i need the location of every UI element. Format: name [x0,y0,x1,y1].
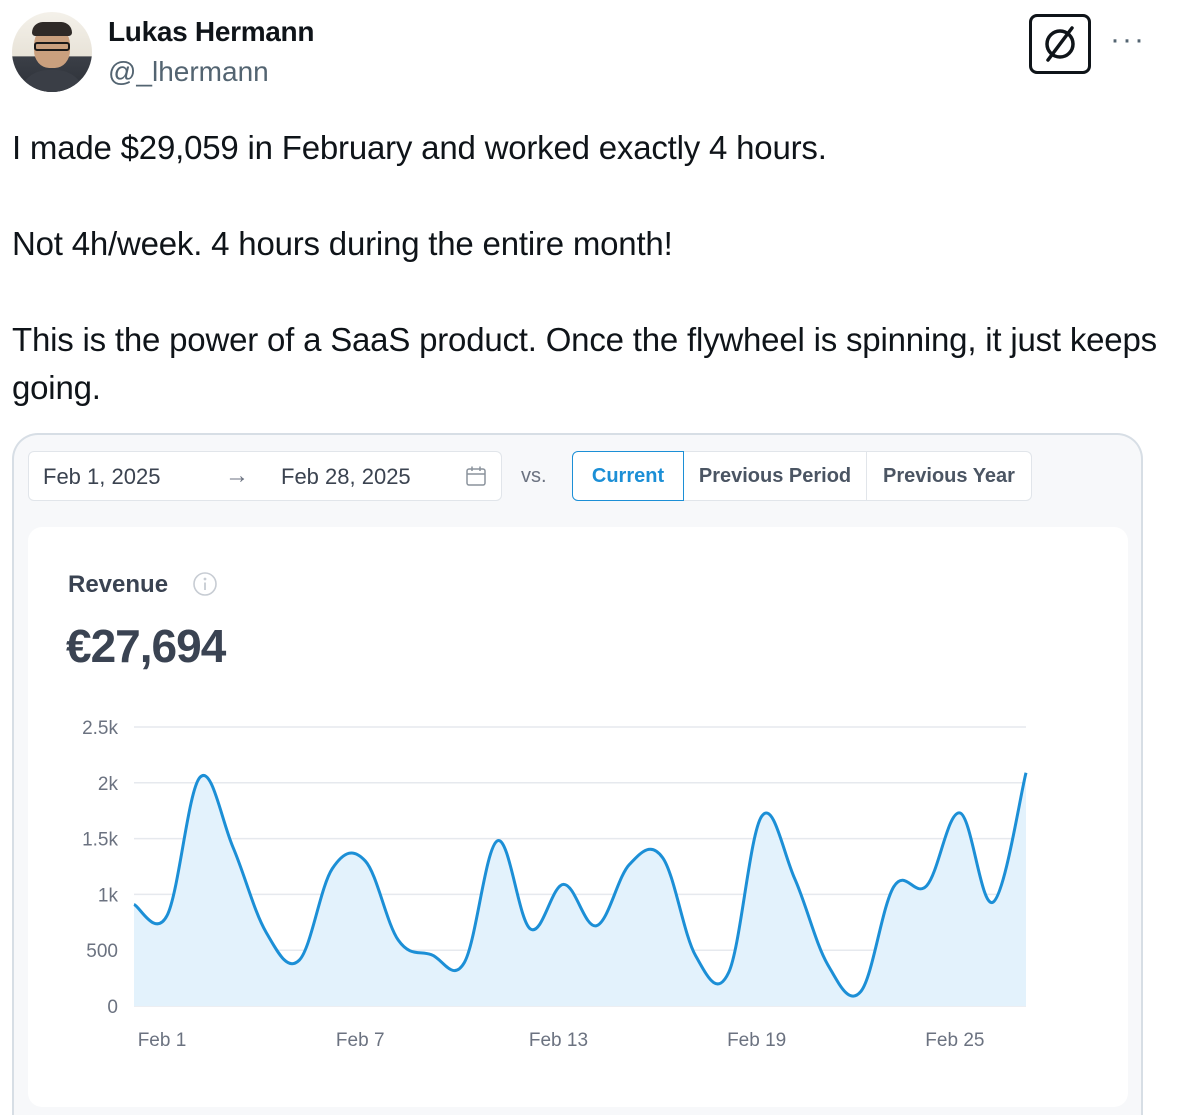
calendar-icon[interactable] [465,465,487,487]
date-range-picker[interactable]: Feb 1, 2025 → Feb 28, 2025 [28,451,502,501]
x-tick-label: Feb 1 [138,1030,187,1051]
compare-vs-label: vs. [521,465,547,487]
more-icon[interactable]: ··· [1110,23,1146,56]
y-tick-label: 1k [98,885,119,906]
y-tick-label: 1.5k [82,830,118,851]
tweet-text: I made $29,059 in February and worked ex… [12,124,1162,412]
compare-option-current[interactable]: Current [572,451,684,501]
date-range-start: Feb 1, 2025 [43,464,161,489]
author-handle[interactable]: @_lhermann [108,56,269,87]
author-display-name[interactable]: Lukas Hermann [108,16,315,47]
y-tick-label: 2k [98,774,119,795]
metric-label: Revenue [68,571,169,598]
tweet-header: Lukas Hermann @_lhermann ··· [12,12,1172,96]
x-tick-label: Feb 13 [529,1030,588,1051]
x-tick-label: Feb 19 [727,1030,786,1051]
avatar[interactable] [12,12,92,92]
metric-value: €27,694 [66,620,226,672]
x-tick-label: Feb 7 [336,1030,385,1051]
arrow-right-icon: → [225,462,249,489]
info-icon[interactable] [192,571,218,597]
date-range-end: Feb 28, 2025 [281,464,411,489]
revenue-line [133,772,1028,998]
revenue-area [134,772,1026,1006]
tweet-text-line: I made $29,059 in February and worked ex… [12,129,827,166]
compare-option-previous-period[interactable]: Previous Period [683,451,867,501]
tweet-media-card[interactable]: Feb 1, 2025 → Feb 28, 2025 vs. Current P… [12,433,1143,1115]
x-tick-label: Feb 25 [925,1030,984,1051]
revenue-panel: Revenue €27,694 0 500 1k 1.5k 2k 2.5k Feb 1 Fe… [28,527,1128,1107]
compare-option-previous-year[interactable]: Previous Year [866,451,1032,501]
revenue-chart: 0 500 1k 1.5k 2k 2.5k Feb 1 Feb 7 Feb 13 Feb 19 F… [82,718,1028,1051]
y-tick-label: 500 [86,941,118,962]
tweet-text-line: This is the power of a SaaS product. Onc… [12,321,1157,406]
y-tick-label: 2.5k [82,718,118,739]
y-tick-label: 0 [107,997,118,1018]
grok-icon[interactable] [1029,14,1091,74]
tweet-text-line: Not 4h/week. 4 hours during the entire m… [12,225,673,262]
